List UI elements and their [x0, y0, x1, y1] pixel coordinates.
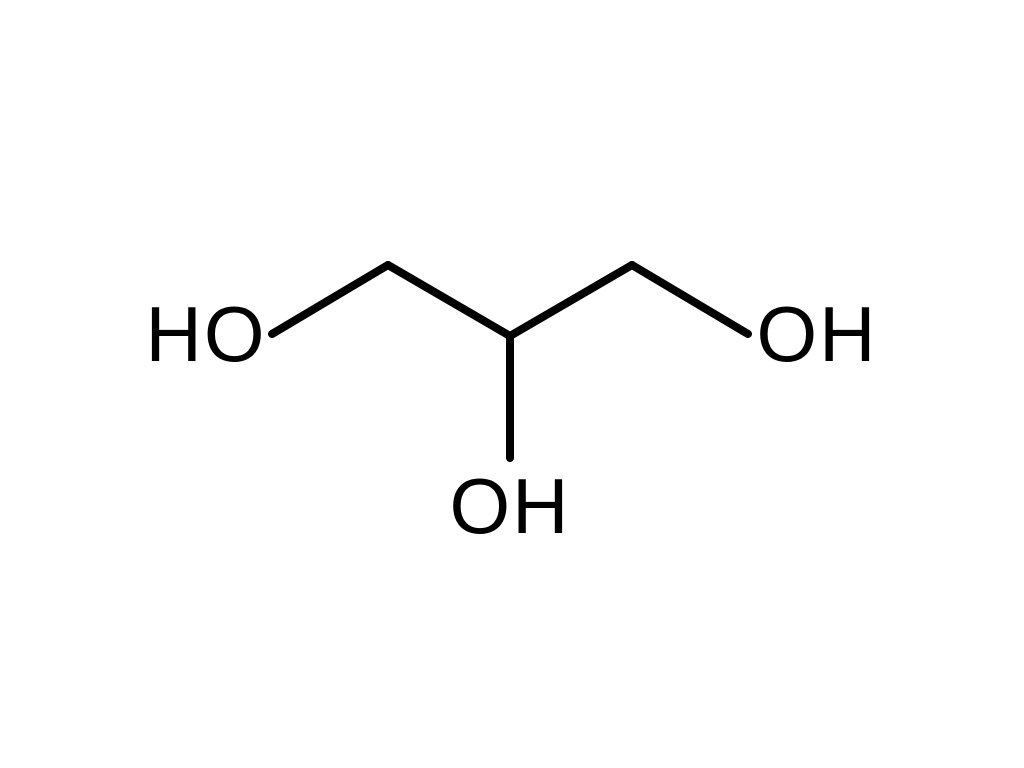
bond-group	[272, 265, 748, 458]
bond-c1-c2	[272, 265, 388, 334]
label-left-oh: HO	[146, 295, 267, 373]
bond-c3-c4	[510, 265, 632, 336]
bond-c2-c3	[388, 265, 510, 336]
label-right-oh: OH	[757, 295, 878, 373]
bond-skeleton	[0, 0, 1024, 768]
bond-c4-c5	[632, 265, 748, 334]
label-center-oh: OH	[450, 467, 571, 545]
chemical-structure-diagram: HO OH OH	[0, 0, 1024, 768]
